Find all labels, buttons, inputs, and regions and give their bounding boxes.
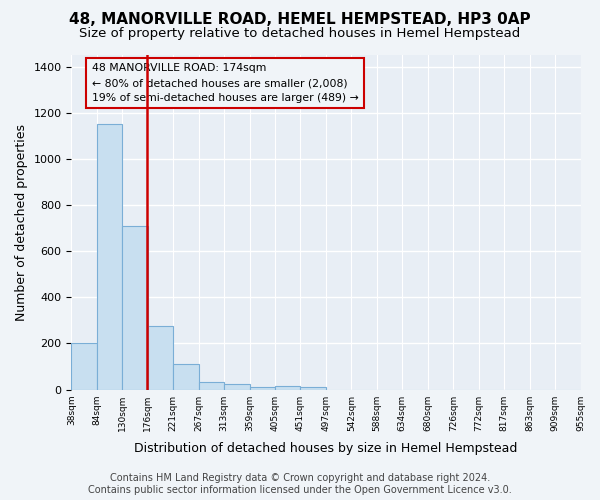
Bar bbox=[97, 124, 122, 390]
Text: Contains HM Land Registry data © Crown copyright and database right 2024.
Contai: Contains HM Land Registry data © Crown c… bbox=[88, 474, 512, 495]
Bar bbox=[199, 382, 224, 390]
Bar bbox=[275, 386, 301, 390]
Bar bbox=[224, 384, 250, 390]
Text: Size of property relative to detached houses in Hemel Hempstead: Size of property relative to detached ho… bbox=[79, 28, 521, 40]
Bar bbox=[71, 344, 97, 390]
Y-axis label: Number of detached properties: Number of detached properties bbox=[15, 124, 28, 321]
Text: 48, MANORVILLE ROAD, HEMEL HEMPSTEAD, HP3 0AP: 48, MANORVILLE ROAD, HEMEL HEMPSTEAD, HP… bbox=[69, 12, 531, 28]
Bar bbox=[301, 388, 326, 390]
Bar bbox=[122, 226, 148, 390]
Bar bbox=[173, 364, 199, 390]
Bar bbox=[148, 326, 173, 390]
Text: 48 MANORVILLE ROAD: 174sqm
← 80% of detached houses are smaller (2,008)
19% of s: 48 MANORVILLE ROAD: 174sqm ← 80% of deta… bbox=[92, 64, 359, 103]
X-axis label: Distribution of detached houses by size in Hemel Hempstead: Distribution of detached houses by size … bbox=[134, 442, 518, 455]
Bar bbox=[250, 388, 275, 390]
